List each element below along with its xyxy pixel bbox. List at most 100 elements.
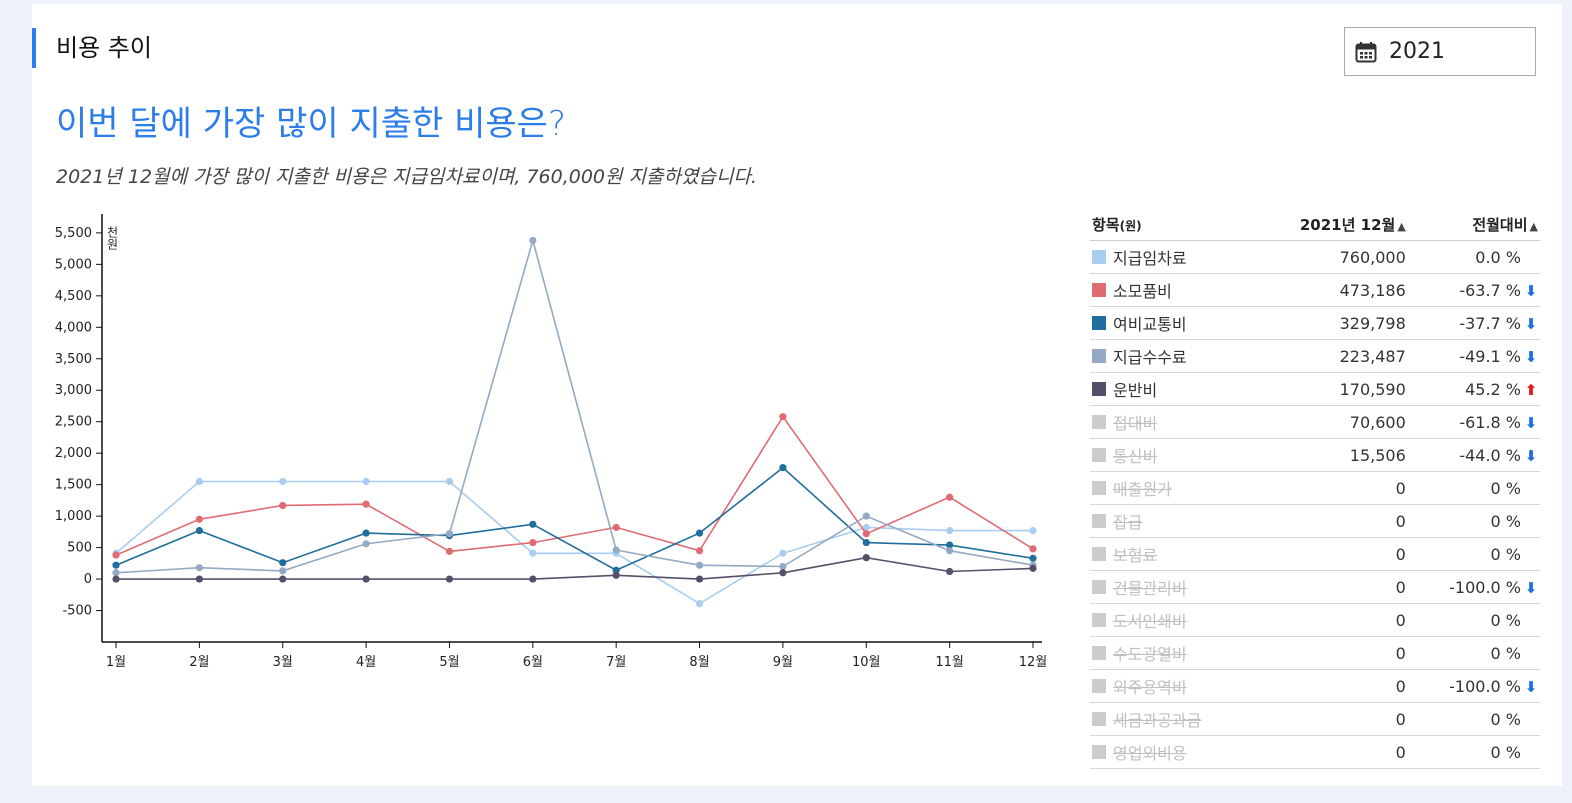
legend-swatch[interactable]	[1092, 745, 1106, 759]
legend-swatch[interactable]	[1092, 415, 1106, 429]
series-line-1	[115, 480, 1033, 605]
no-change-icon: ⬇	[1524, 480, 1538, 498]
header-compare[interactable]: 전월대비 ▲︎	[1407, 208, 1540, 241]
row-change-cell: 45.2 % ⬆	[1407, 372, 1540, 406]
row-amount: 0	[1251, 537, 1408, 571]
legend-swatch[interactable]	[1092, 283, 1106, 297]
row-change: 45.2 %	[1465, 379, 1521, 399]
y-tick-label: 500	[67, 541, 92, 556]
x-tick-label: 8월	[689, 655, 709, 670]
header-item[interactable]: 항목(원)	[1090, 208, 1252, 241]
data-point	[362, 529, 370, 537]
table-row[interactable]: 접대비 70,600 -61.8 % ⬇	[1090, 405, 1540, 439]
data-point	[195, 515, 203, 523]
row-name-cell: 운반비	[1090, 372, 1252, 406]
legend-swatch[interactable]	[1092, 349, 1106, 363]
data-point	[445, 575, 454, 583]
row-amount: 760,000	[1251, 240, 1408, 274]
row-change: -61.8 %	[1459, 412, 1521, 432]
legend-swatch[interactable]	[1092, 514, 1106, 528]
table-row[interactable]: 여비교통비 329,798 -37.7 % ⬇	[1090, 306, 1540, 340]
row-change: 0 %	[1490, 610, 1521, 630]
data-point	[946, 493, 954, 501]
legend-swatch[interactable]	[1092, 580, 1106, 594]
table-row[interactable]: 외주용역비 0 -100.0 % ⬇	[1090, 669, 1540, 703]
data-point	[946, 526, 954, 535]
data-point	[695, 547, 704, 555]
legend-swatch[interactable]	[1092, 646, 1106, 660]
x-tick-label: 10월	[852, 655, 881, 670]
legend-swatch[interactable]	[1092, 712, 1106, 726]
legend-swatch[interactable]	[1092, 250, 1106, 264]
legend-swatch[interactable]	[1092, 382, 1106, 396]
y-tick-label: 3,500	[55, 352, 92, 367]
table-row[interactable]: 운반비 170,590 45.2 % ⬆	[1090, 372, 1540, 406]
data-point	[779, 569, 787, 577]
row-name-cell: 건물관리비	[1090, 570, 1252, 604]
row-change-cell: 0 %⬇	[1407, 471, 1540, 505]
legend-swatch[interactable]	[1092, 613, 1106, 627]
data-point	[529, 236, 537, 245]
data-point	[112, 575, 120, 583]
y-tick-label: 2,500	[55, 415, 92, 430]
row-amount: 0	[1251, 504, 1408, 538]
legend-swatch[interactable]	[1092, 481, 1106, 495]
row-name: 접대비	[1113, 414, 1158, 433]
legend-swatch[interactable]	[1092, 316, 1106, 330]
data-point	[195, 564, 203, 572]
data-point	[862, 530, 870, 538]
row-name: 지급수수료	[1113, 348, 1187, 367]
sort-icon: ▲︎	[1397, 219, 1406, 233]
legend-swatch[interactable]	[1092, 547, 1106, 561]
legend-swatch[interactable]	[1092, 679, 1106, 693]
x-tick-label: 11월	[935, 655, 964, 670]
data-point	[112, 561, 120, 569]
row-change: -100.0 %	[1449, 577, 1521, 597]
data-point	[779, 413, 787, 421]
row-change-cell: 0 %⬇	[1407, 537, 1540, 571]
data-point	[445, 547, 454, 555]
row-amount: 0	[1251, 603, 1408, 637]
y-tick-label: 1,500	[55, 478, 92, 493]
x-tick-label: 6월	[523, 655, 543, 670]
series-line-2	[115, 415, 1034, 556]
row-amount: 0	[1251, 570, 1408, 604]
row-change-cell: 0 %⬇	[1407, 702, 1540, 736]
row-amount: 0	[1251, 702, 1408, 736]
table-row[interactable]: 지급수수료 223,487 -49.1 % ⬇	[1090, 339, 1540, 373]
row-change-cell: -61.8 % ⬇	[1407, 405, 1540, 439]
data-point	[362, 477, 370, 486]
row-change-cell: 0 %⬇	[1407, 735, 1540, 769]
row-amount: 329,798	[1251, 306, 1408, 340]
data-point	[445, 530, 454, 538]
row-amount: 0	[1251, 471, 1408, 505]
table-row[interactable]: 통신비 15,506 -44.0 % ⬇	[1090, 438, 1540, 472]
year-picker[interactable]: 2021	[1344, 27, 1536, 76]
row-change-cell: -49.1 % ⬇	[1407, 339, 1540, 373]
data-point	[695, 561, 704, 569]
row-name-cell: 접대비	[1090, 405, 1252, 439]
arrow-down-icon: ⬇	[1524, 281, 1538, 300]
x-tick-label: 9월	[773, 655, 793, 670]
row-name-cell: 지급수수료	[1090, 339, 1252, 373]
y-tick-label: 2,000	[55, 446, 92, 461]
row-name: 수도광열비	[1113, 645, 1187, 664]
data-point	[445, 477, 454, 486]
row-change: -63.7 %	[1459, 280, 1521, 300]
table-row[interactable]: 소모품비 473,186 -63.7 % ⬇	[1090, 273, 1540, 307]
table-row[interactable]: 건물관리비 0 -100.0 % ⬇	[1090, 570, 1540, 604]
header-month[interactable]: 2021년 12월 ▲︎	[1251, 208, 1408, 241]
series-line-5	[116, 556, 1034, 580]
table-header-row: 항목(원) 2021년 12월 ▲︎ 전월대비 ▲︎	[1090, 208, 1540, 241]
row-name-cell: 보험료	[1090, 537, 1252, 571]
legend-swatch[interactable]	[1092, 448, 1106, 462]
data-point	[612, 571, 620, 579]
